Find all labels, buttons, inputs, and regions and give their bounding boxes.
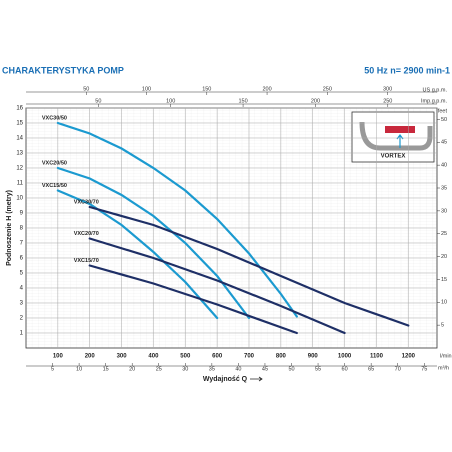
curve xyxy=(88,205,410,327)
y2-tick-label: 5 xyxy=(441,323,444,329)
imp-gpm-tick-label: 100 xyxy=(166,98,175,104)
y-tick-label: 14 xyxy=(16,136,23,142)
y-tick-label: 3 xyxy=(20,301,24,307)
us-gpm-tick-label: 50 xyxy=(83,86,89,92)
curve xyxy=(56,189,219,320)
x-tick-label: 300 xyxy=(117,354,128,360)
us-gpm-tick-label: 100 xyxy=(142,86,151,92)
inset-impeller xyxy=(385,126,415,133)
m3h-tick-label: 40 xyxy=(235,366,241,372)
us-gpm-tick-label: 150 xyxy=(202,86,211,92)
y-tick-label: 13 xyxy=(16,151,23,157)
chart-title: CHARAKTERYSTYKA POMP xyxy=(2,65,124,75)
y-tick-label: 10 xyxy=(16,196,23,202)
y2-tick-label: 45 xyxy=(441,140,447,146)
m3h-tick-label: 15 xyxy=(103,366,109,372)
m3h-tick-label: 30 xyxy=(182,366,188,372)
x-tick-label: 500 xyxy=(180,354,191,360)
y-tick-label: 6 xyxy=(20,256,24,262)
us-gpm-tick-label: 300 xyxy=(383,86,392,92)
y2-tick-label: 20 xyxy=(441,254,447,260)
x-tick-label: 600 xyxy=(212,354,223,360)
us-gpm-tick-label: 200 xyxy=(262,86,271,92)
y-tick-label: 15 xyxy=(16,121,23,127)
lmin-unit: l/min xyxy=(440,353,452,359)
inset-volute xyxy=(359,121,433,151)
y-tick-label: 4 xyxy=(20,286,24,292)
curve xyxy=(56,166,251,320)
x-tick-label: 700 xyxy=(244,354,255,360)
x-tick-label: 900 xyxy=(308,354,319,360)
y2-tick-label: 30 xyxy=(441,208,447,214)
m3h-tick-label: 55 xyxy=(315,366,321,372)
x-axis-label: Wydajność Q xyxy=(203,376,248,383)
m3h-tick-label: 45 xyxy=(262,366,268,372)
y-tick-label: 9 xyxy=(20,211,24,217)
y-tick-label: 8 xyxy=(20,226,24,232)
x-tick-label: 1000 xyxy=(338,354,352,360)
x-tick-label: 1200 xyxy=(402,354,416,360)
x-tick-label: 1100 xyxy=(370,354,384,360)
curve xyxy=(88,264,298,335)
x-tick-label: 100 xyxy=(53,354,64,360)
x-tick-label: 400 xyxy=(148,354,159,360)
imp-gpm-tick-label: 250 xyxy=(383,98,392,104)
m3h-tick-label: 10 xyxy=(76,366,82,372)
m3h-tick-label: 25 xyxy=(156,366,162,372)
y-tick-label: 1 xyxy=(20,331,24,337)
curve-label: VXC30/50 xyxy=(42,115,67,121)
imp-gpm-tick-label: 50 xyxy=(95,98,101,104)
m3h-tick-label: 60 xyxy=(342,366,348,372)
m3h-tick-label: 20 xyxy=(129,366,135,372)
m3h-tick-label: 75 xyxy=(421,366,427,372)
curve-label: VXC30/70 xyxy=(74,199,99,205)
y-tick-label: 7 xyxy=(20,241,24,247)
y-axis-label: Podnoszenie H (metry) xyxy=(6,190,13,266)
m3h-tick-label: 65 xyxy=(368,366,374,372)
y2-tick-label: 15 xyxy=(441,277,447,283)
m3h-unit: m³/h xyxy=(438,365,449,371)
us-gpm-tick-label: 250 xyxy=(323,86,332,92)
imp-gpm-tick-label: 200 xyxy=(311,98,320,104)
y-tick-label: 11 xyxy=(17,181,24,187)
x-tick-label: 800 xyxy=(276,354,287,360)
curve-label: VXC20/70 xyxy=(74,231,99,237)
curve-label: VXC15/50 xyxy=(42,183,67,189)
m3h-tick-label: 70 xyxy=(395,366,401,372)
y-tick-label: 5 xyxy=(20,271,24,277)
imp-gpm-tick-label: 150 xyxy=(238,98,247,104)
x-tick-label: 200 xyxy=(85,354,96,360)
us-gpm-unit: US g.p.m. xyxy=(423,87,448,93)
y2-tick-label: 40 xyxy=(441,163,447,169)
curve-label: VXC15/70 xyxy=(74,258,99,264)
y2-tick-label: 25 xyxy=(441,231,447,237)
y-tick-label: 2 xyxy=(20,316,24,322)
m3h-tick-label: 50 xyxy=(288,366,294,372)
m3h-tick-label: 5 xyxy=(51,366,54,372)
y2-tick-label: 50 xyxy=(441,117,447,123)
curve xyxy=(88,237,346,335)
inset-label: VORTEX xyxy=(381,154,406,160)
imp-gpm-unit: Imp.g.p.m. xyxy=(421,98,447,104)
vortex-inset: VORTEX xyxy=(351,111,435,163)
m3h-tick-label: 35 xyxy=(209,366,215,372)
y-tick-label: 12 xyxy=(16,166,23,172)
y-tick-label: 16 xyxy=(16,106,23,112)
curve xyxy=(56,121,298,318)
feet-unit: feet xyxy=(438,108,448,114)
chart-subtitle: 50 Hz n= 2900 min-1 xyxy=(364,65,450,75)
y2-tick-label: 35 xyxy=(441,185,447,191)
x-arrow xyxy=(250,376,263,382)
y2-tick-label: 10 xyxy=(441,300,447,306)
curve-label: VXC20/50 xyxy=(42,160,67,166)
